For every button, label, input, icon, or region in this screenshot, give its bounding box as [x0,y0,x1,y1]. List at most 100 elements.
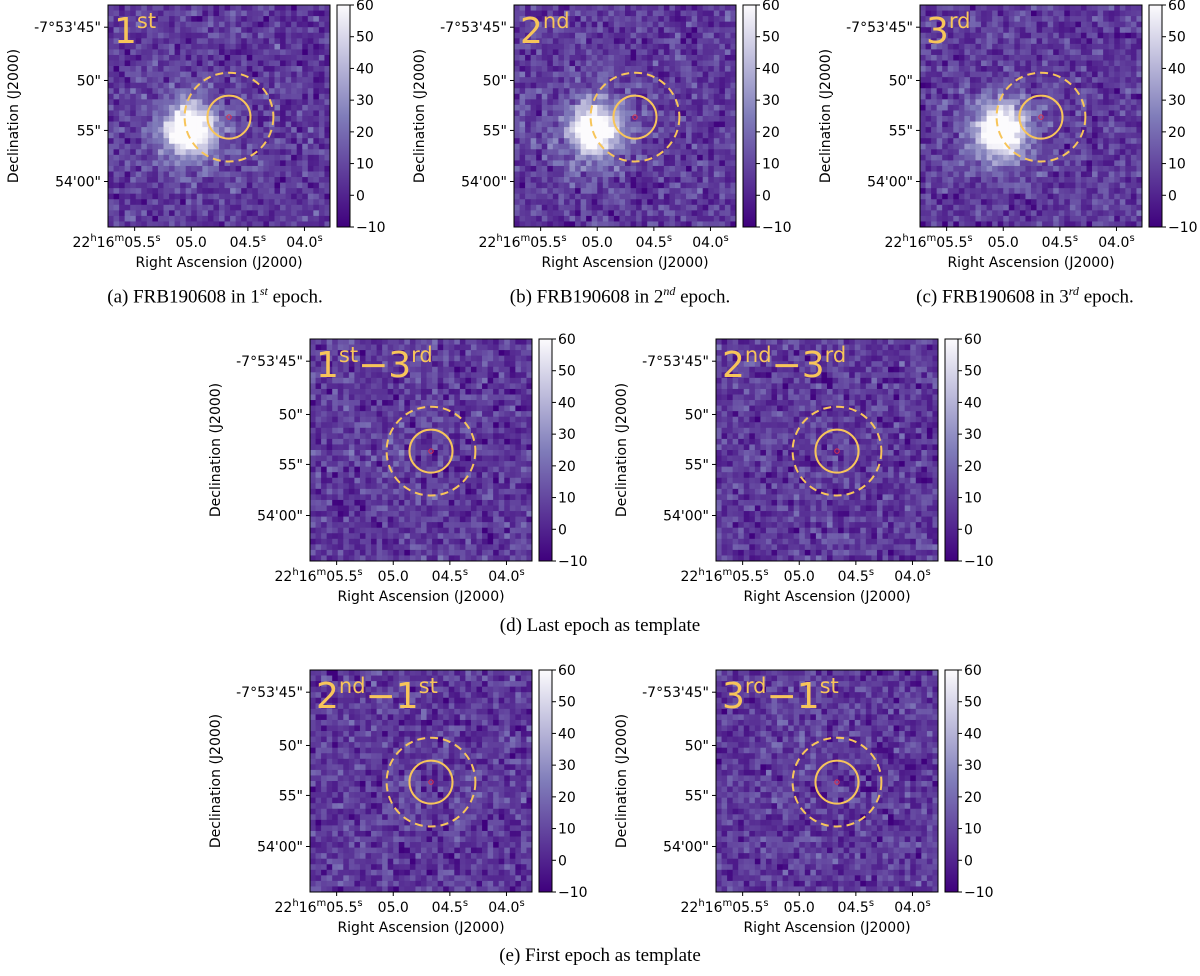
panel-e2-svg: 3rd−1st -7°53'45" 50" 55" 54'00" 22h16m05.5s 0… [614,663,994,936]
colorbar-tick-label: 20 [558,459,576,475]
outer-dashed-circle [791,736,883,828]
panel-b: 2nd -7°53'45" 50" 55" 54'00" 22h16m05.5s 05.0 0… [406,0,796,280]
colorbar-tick-label: 30 [964,427,982,443]
y-tick-label: 55" [889,123,913,139]
panel-e2: 3rd−1st -7°53'45" 50" 55" 54'00" 22h16m05.5s 0… [608,663,998,945]
x-tick-label: 22h16m05.5s [680,567,768,585]
panel-d1: 1st−3rd -7°53'45" 50" 55" 54'00" 22h16m05.5s 0… [202,332,592,614]
x-axis-label: Right Ascension (J2000) [743,920,910,936]
x-tick-label: 05.0 [378,900,409,916]
y-tick-label: 54'00" [461,174,507,190]
x-tick-label: 22h16m05.5s [72,233,160,251]
outer-dashed-circle [589,71,681,163]
colorbar-tick-label: 60 [1168,0,1186,14]
panel-d1-svg: 1st−3rd -7°53'45" 50" 55" 54'00" 22h16m05.5s 0… [208,332,588,605]
panel-a-svg: 1st -7°53'45" 50" 55" 54'00" 22h16m05.5s 05.0 0… [6,0,386,271]
y-tick-label: 55" [685,788,709,804]
colorbar-tick-label: 0 [558,853,567,869]
y-axis-label: Declination (J2000) [208,714,224,848]
x-tick-label: 04.5s [636,233,672,251]
caption-e-text: (e) First epoch as template [499,945,701,966]
y-tick-label: 50" [279,407,303,423]
panel-d2-svg: 2nd−3rd -7°53'45" 50" 55" 54'00" 22h16m05.5s 0… [614,332,994,605]
caption-b-sup: nd [663,284,676,298]
colorbar-tick-label: 20 [558,790,576,806]
outer-dashed-circle [995,71,1087,163]
caption-b-text: (b) FRB190608 in 2 [509,286,664,308]
y-tick-label: -7°53'45" [34,20,101,36]
x-tick-label: 05.0 [582,235,613,251]
x-tick-label: 04.5s [838,567,874,585]
epoch-label: 2nd−1st [316,674,438,717]
y-tick-label: 54'00" [663,508,709,524]
colorbar-tick-label: 40 [356,61,374,77]
colorbar-tick-label: 0 [762,188,771,204]
x-tick-label: 05.0 [176,235,207,251]
y-tick-label: 54'00" [663,839,709,855]
y-axis-label: Declination (J2000) [6,49,22,183]
colorbar-tick-label: 60 [964,663,982,679]
colorbar-tick-label: 20 [964,790,982,806]
caption-e: (e) First epoch as template [400,945,800,967]
y-tick-label: 50" [685,407,709,423]
outer-dashed-circle [385,405,477,497]
x-axis-label: Right Ascension (J2000) [947,255,1114,271]
colorbar-tick-label: 50 [964,364,982,380]
x-tick-label: 04.0s [692,233,728,251]
colorbar-tick-label: 60 [762,0,780,14]
inner-circle [1018,94,1064,140]
colorbar-tick-label: 40 [1168,61,1186,77]
y-tick-label: 50" [483,73,507,89]
image-pixels [920,5,1143,228]
image-pixels [310,670,533,893]
y-tick-label: 55" [685,457,709,473]
outer-dashed-circle [183,71,275,163]
panel-e1: 2nd−1st -7°53'45" 50" 55" 54'00" 22h16m05.5s 0… [202,663,592,945]
caption-a-text: (a) FRB190608 in 1 [107,286,260,308]
colorbar-tick-label: 60 [558,663,576,679]
x-tick-label: 04.0s [286,233,322,251]
panel-c: 3rd -7°53'45" 50" 55" 54'00" 22h16m05.5s 05.0 0… [812,0,1200,280]
caption-c-post: epoch. [1078,286,1134,308]
x-tick-label: 22h16m05.5s [884,233,972,251]
colorbar-tick-label: 50 [1168,30,1186,46]
colorbar-tick-label: 30 [558,758,576,774]
caption-d-text: (d) Last epoch as template [499,615,701,636]
colorbar-tick-label: 40 [964,726,982,742]
colorbar-tick-label: 20 [762,125,780,141]
colorbar-tick-label: 10 [964,491,982,507]
colorbar-tick-label: −10 [1168,220,1198,236]
colorbar-tick-label: −10 [558,554,588,570]
x-tick-label: 05.0 [988,235,1019,251]
colorbar [1148,4,1163,228]
colorbar-tick-label: −10 [558,885,588,901]
frb-position-marker [834,779,840,785]
caption-b-post: epoch. [675,286,731,308]
y-tick-label: -7°53'45" [846,20,913,36]
frb-position-marker [834,448,840,454]
image-frame [715,669,939,893]
y-tick-label: -7°53'45" [642,354,709,370]
colorbar-tick-label: 10 [964,822,982,838]
x-tick-label: 22h16m05.5s [680,898,768,916]
caption-c-text: (c) FRB190608 in 3 [916,286,1069,308]
x-tick-label: 04.0s [488,898,524,916]
colorbar-tick-label: 30 [964,758,982,774]
epoch-label: 1st−3rd [316,343,433,386]
x-tick-label: 22h16m05.5s [274,898,362,916]
epoch-label: 1st [114,9,156,52]
colorbar-tick-label: 10 [762,157,780,173]
image-pixels [310,339,533,562]
colorbar-tick-label: 60 [558,332,576,348]
image-frame [309,338,533,562]
colorbar [336,4,351,228]
x-axis-label: Right Ascension (J2000) [135,255,302,271]
panel-d2: 2nd−3rd -7°53'45" 50" 55" 54'00" 22h16m05.5s 0… [608,332,998,614]
x-tick-label: 04.5s [230,233,266,251]
colorbar-tick-label: 0 [964,853,973,869]
colorbar-tick-label: 10 [1168,157,1186,173]
image-frame [715,338,939,562]
colorbar-tick-label: −10 [762,220,792,236]
x-tick-label: 05.0 [784,569,815,585]
y-axis-label: Declination (J2000) [818,49,834,183]
